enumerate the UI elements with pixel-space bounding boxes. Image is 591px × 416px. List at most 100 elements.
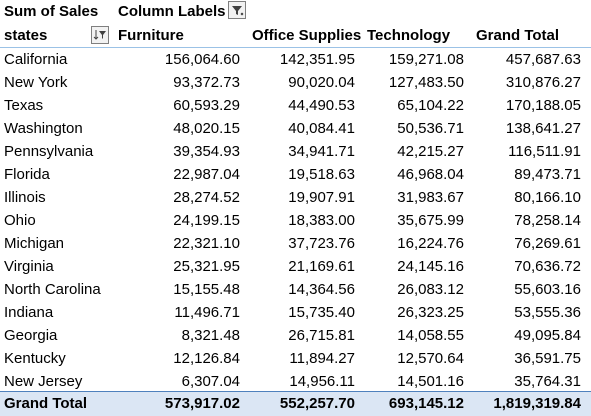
- table-row: Texas 60,593.29 44,490.53 65,104.22 170,188.…: [0, 94, 591, 117]
- table-row: Indiana 11,496.71 15,735.40 26,323.25 53,555…: [0, 301, 591, 324]
- cell-office-supplies[interactable]: 40,084.41: [288, 120, 355, 137]
- cell-grand-total[interactable]: 76,269.61: [514, 235, 581, 252]
- cell-office-supplies[interactable]: 90,020.04: [288, 74, 355, 91]
- cell-grand-total[interactable]: 170,188.05: [505, 97, 581, 114]
- row-state-label[interactable]: Illinois: [4, 189, 46, 206]
- row-state-label[interactable]: New York: [4, 74, 68, 91]
- cell-grand-total[interactable]: 457,687.63: [505, 51, 581, 68]
- row-state-label[interactable]: Washington: [4, 120, 83, 137]
- grand-total-row: Grand Total 573,917.02 552,257.70 693,14…: [0, 391, 591, 416]
- cell-technology[interactable]: 24,145.16: [397, 258, 464, 275]
- grand-total-technology[interactable]: 693,145.12: [388, 395, 464, 412]
- row-filter-button[interactable]: [91, 26, 109, 44]
- cell-office-supplies[interactable]: 142,351.95: [279, 51, 355, 68]
- table-row: Washington 48,020.15 40,084.41 50,536.71 138…: [0, 117, 591, 140]
- cell-furniture[interactable]: 11,496.71: [174, 304, 240, 321]
- cell-technology[interactable]: 127,483.50: [388, 74, 464, 91]
- cell-technology[interactable]: 14,501.16: [397, 373, 464, 390]
- cell-grand-total[interactable]: 80,166.10: [514, 189, 581, 206]
- cell-technology[interactable]: 14,058.55: [397, 327, 464, 344]
- column-filter-button[interactable]: [228, 1, 246, 19]
- cell-furniture[interactable]: 22,321.10: [173, 235, 240, 252]
- grand-total-furniture[interactable]: 573,917.02: [164, 395, 240, 412]
- cell-grand-total[interactable]: 55,603.16: [514, 281, 581, 298]
- cell-furniture[interactable]: 48,020.15: [173, 120, 240, 137]
- cell-office-supplies[interactable]: 14,956.11: [289, 373, 355, 390]
- cell-office-supplies[interactable]: 19,907.91: [288, 189, 355, 206]
- cell-technology[interactable]: 26,323.25: [397, 304, 464, 321]
- cell-furniture[interactable]: 28,274.52: [173, 189, 240, 206]
- grand-total-office-supplies[interactable]: 552,257.70: [279, 395, 355, 412]
- cell-grand-total[interactable]: 89,473.71: [514, 166, 581, 183]
- cell-technology[interactable]: 42,215.27: [397, 143, 464, 160]
- cell-grand-total[interactable]: 138,641.27: [505, 120, 581, 137]
- cell-office-supplies[interactable]: 19,518.63: [288, 166, 355, 183]
- row-state-label[interactable]: Indiana: [4, 304, 54, 321]
- pivot-header-row-1: Sum of Sales Column Labels: [0, 0, 591, 23]
- row-state-label[interactable]: Virginia: [4, 258, 54, 275]
- cell-technology[interactable]: 50,536.71: [397, 120, 464, 137]
- row-state-label[interactable]: New Jersey: [4, 373, 83, 390]
- cell-grand-total[interactable]: 310,876.27: [505, 74, 581, 91]
- row-state-label[interactable]: Florida: [4, 166, 50, 183]
- cell-furniture[interactable]: 12,126.84: [173, 350, 240, 367]
- cell-furniture[interactable]: 15,155.48: [173, 281, 240, 298]
- column-labels-header[interactable]: Column Labels: [118, 3, 226, 20]
- filter-icon: [232, 6, 244, 16]
- cell-technology[interactable]: 46,968.04: [397, 166, 464, 183]
- cell-office-supplies[interactable]: 11,894.27: [289, 350, 355, 367]
- cell-furniture[interactable]: 24,199.15: [173, 212, 240, 229]
- column-header-grand-total[interactable]: Grand Total: [476, 27, 560, 44]
- cell-furniture[interactable]: 60,593.29: [173, 97, 240, 114]
- table-row: Michigan 22,321.10 37,723.76 16,224.76 76,26…: [0, 232, 591, 255]
- grand-total-label[interactable]: Grand Total: [4, 395, 88, 412]
- row-state-label[interactable]: North Carolina: [4, 281, 101, 298]
- table-row: New Jersey 6,307.04 14,956.11 14,501.16 35,7…: [0, 370, 591, 393]
- table-row: Florida 22,987.04 19,518.63 46,968.04 89,473…: [0, 163, 591, 186]
- column-header-technology[interactable]: Technology: [367, 27, 451, 44]
- cell-technology[interactable]: 159,271.08: [388, 51, 464, 68]
- column-header-furniture[interactable]: Furniture: [118, 27, 184, 44]
- cell-technology[interactable]: 35,675.99: [397, 212, 464, 229]
- cell-office-supplies[interactable]: 21,169.61: [288, 258, 355, 275]
- cell-grand-total[interactable]: 70,636.72: [514, 258, 581, 275]
- cell-furniture[interactable]: 22,987.04: [173, 166, 240, 183]
- cell-furniture[interactable]: 25,321.95: [173, 258, 240, 275]
- cell-furniture[interactable]: 8,321.48: [181, 327, 240, 344]
- grand-total-grand-total[interactable]: 1,819,319.84: [493, 395, 581, 412]
- cell-office-supplies[interactable]: 18,383.00: [288, 212, 355, 229]
- cell-office-supplies[interactable]: 26,715.81: [288, 327, 355, 344]
- values-label[interactable]: Sum of Sales: [4, 3, 99, 20]
- cell-furniture[interactable]: 39,354.93: [173, 143, 240, 160]
- cell-technology[interactable]: 31,983.67: [397, 189, 464, 206]
- cell-grand-total[interactable]: 36,591.75: [514, 350, 581, 367]
- cell-office-supplies[interactable]: 44,490.53: [288, 97, 355, 114]
- cell-technology[interactable]: 26,083.12: [397, 281, 464, 298]
- cell-grand-total[interactable]: 116,511.91: [508, 143, 581, 160]
- cell-furniture[interactable]: 156,064.60: [164, 51, 240, 68]
- cell-technology[interactable]: 16,224.76: [397, 235, 464, 252]
- row-state-label[interactable]: Ohio: [4, 212, 36, 229]
- row-state-label[interactable]: California: [4, 51, 68, 68]
- cell-grand-total[interactable]: 53,555.36: [514, 304, 581, 321]
- cell-technology[interactable]: 12,570.64: [397, 350, 464, 367]
- cell-technology[interactable]: 65,104.22: [397, 97, 464, 114]
- cell-office-supplies[interactable]: 15,735.40: [288, 304, 355, 321]
- cell-office-supplies[interactable]: 34,941.71: [288, 143, 355, 160]
- column-header-office-supplies[interactable]: Office Supplies: [252, 27, 362, 44]
- row-state-label[interactable]: Kentucky: [4, 350, 66, 367]
- row-state-label[interactable]: Georgia: [4, 327, 58, 344]
- cell-grand-total[interactable]: 35,764.31: [514, 373, 581, 390]
- cell-grand-total[interactable]: 78,258.14: [514, 212, 581, 229]
- cell-office-supplies[interactable]: 37,723.76: [288, 235, 355, 252]
- row-state-label[interactable]: Michigan: [4, 235, 65, 252]
- cell-grand-total[interactable]: 49,095.84: [514, 327, 581, 344]
- row-state-label[interactable]: Texas: [4, 97, 44, 114]
- cell-furniture[interactable]: 6,307.04: [181, 373, 240, 390]
- row-field-label[interactable]: states: [4, 27, 48, 44]
- table-row: Virginia 25,321.95 21,169.61 24,145.16 70,63…: [0, 255, 591, 278]
- cell-furniture[interactable]: 93,372.73: [173, 74, 240, 91]
- cell-office-supplies[interactable]: 14,364.56: [288, 281, 355, 298]
- row-state-label[interactable]: Pennsylvania: [4, 143, 94, 160]
- table-row: New York 93,372.73 90,020.04 127,483.50 310,…: [0, 71, 591, 94]
